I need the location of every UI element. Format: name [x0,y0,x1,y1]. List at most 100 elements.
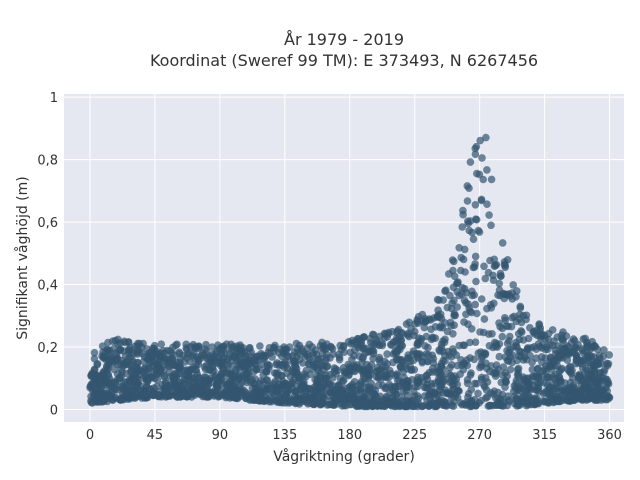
data-point [477,354,486,363]
y-axis-title: Signifikant våghöjd (m) [14,176,31,339]
data-point [376,332,384,341]
data-point [522,399,530,407]
data-point [321,374,330,382]
data-point [477,295,486,303]
data-point [203,354,212,362]
data-point [409,402,418,410]
data-point [475,170,484,179]
data-point [453,279,461,288]
data-point [368,330,377,339]
data-point [457,290,466,298]
data-point [91,375,100,383]
data-point [403,380,412,389]
data-point [133,374,141,383]
data-point [107,389,115,397]
data-point [140,353,149,361]
data-point [468,228,476,237]
data-point [195,374,203,382]
x-tick-label: 270 [467,428,492,443]
data-point [594,360,603,369]
data-point [179,390,187,398]
data-point [423,371,431,379]
data-point [540,331,549,340]
data-point [467,385,476,394]
data-point [172,383,180,391]
data-point [454,387,463,395]
data-point [480,315,489,323]
data-point [330,364,339,372]
data-point [364,400,373,408]
data-point [427,325,435,334]
data-point [463,197,472,205]
data-point [450,272,459,281]
data-point [281,346,290,355]
data-point [358,388,366,397]
data-point [595,373,603,382]
data-point [563,349,572,358]
data-point [305,340,314,349]
data-point [377,401,385,410]
data-point [460,318,468,326]
data-point [470,291,479,299]
data-point [442,286,450,295]
data-point [168,354,176,363]
data-point [405,318,414,327]
data-point [369,347,378,356]
data-point [457,266,465,275]
data-point [164,388,172,396]
data-point [553,333,562,341]
data-point [414,377,423,386]
data-point [160,357,168,366]
data-point [113,354,121,363]
data-point [271,377,279,386]
data-point [362,383,371,392]
data-point [557,351,566,360]
data-point [466,217,475,225]
data-point [149,391,158,400]
data-point [604,360,613,368]
data-point [91,383,99,391]
data-point [281,357,290,366]
data-point [534,374,543,382]
data-point [594,380,603,388]
data-point [517,348,525,356]
data-point [458,223,467,231]
data-point [93,360,101,369]
chart-title-line-1: År 1979 - 2019 [284,30,404,49]
data-point [463,376,472,384]
data-point [532,345,541,354]
y-tick-label: 0,4 [37,279,58,294]
data-point [277,371,286,380]
data-point [462,310,470,319]
data-point [402,386,411,395]
data-point [449,348,458,356]
data-point [481,274,490,283]
data-point [274,349,283,357]
data-point [339,377,347,385]
data-point [119,384,127,393]
data-point [569,381,578,390]
data-point [335,355,344,364]
data-point [446,318,455,327]
data-point [486,401,494,410]
data-point [512,376,521,385]
data-point [557,344,566,352]
data-point [490,262,499,271]
data-point [543,342,551,351]
data-point [487,304,496,312]
data-point [559,328,567,336]
data-point [104,364,112,373]
data-point [467,402,476,411]
data-point [587,383,595,391]
data-point [470,263,479,271]
data-point [129,358,137,366]
data-point [263,361,272,370]
data-point [537,353,546,361]
y-tick-labels: 0 0,2 0,4 0,6 0,8 1 [37,91,58,418]
data-point [320,366,328,374]
data-point [534,364,542,373]
data-point [501,353,510,361]
data-point [162,378,170,386]
data-point [591,342,600,351]
